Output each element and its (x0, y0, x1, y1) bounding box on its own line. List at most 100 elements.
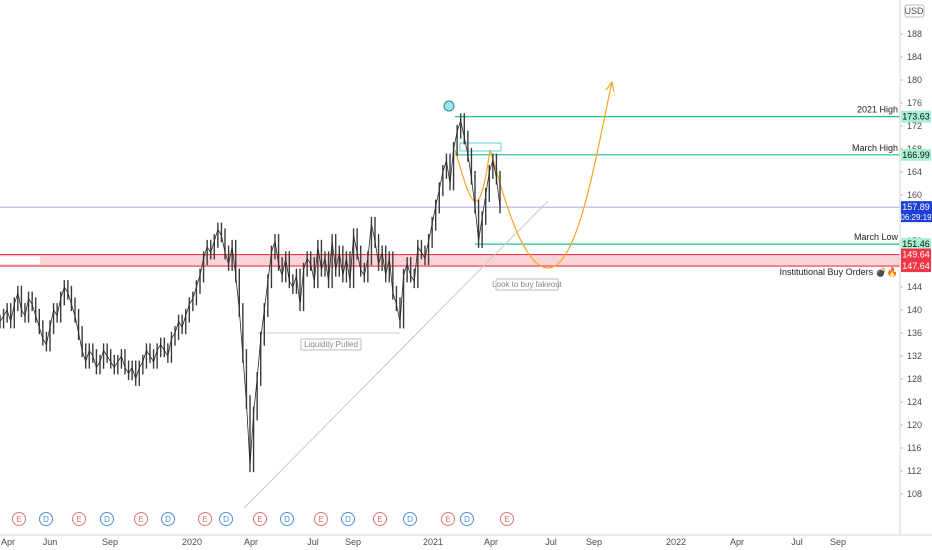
event-label: E (377, 515, 382, 524)
x-tick-label: 2021 (423, 537, 443, 547)
march-high-box[interactable] (459, 142, 502, 152)
event-circle (500, 512, 514, 526)
dividend-event-icon[interactable]: D (161, 512, 175, 526)
event-circle (280, 512, 294, 526)
earnings-event-icon[interactable]: E (253, 512, 267, 526)
earnings-event-icon[interactable]: E (134, 512, 148, 526)
time-axis[interactable]: Apr Jun Sep 2020 Apr Jul Sep 2021 Apr Jul Sep 2022 A… (0, 534, 932, 547)
event-label: E (138, 515, 143, 524)
event-circle (441, 512, 455, 526)
level-name-label: March Low (854, 232, 899, 242)
event-circle (341, 512, 355, 526)
earnings-event-icon[interactable]: E (72, 512, 86, 526)
level-price-tag[interactable] (901, 238, 931, 251)
y-tick-label: 188 (907, 29, 922, 39)
y-tick-label: 132 (907, 351, 922, 361)
dividend-event-icon[interactable]: D (460, 512, 474, 526)
event-label: D (223, 515, 229, 524)
event-label: D (104, 515, 110, 524)
liquidity-label-box[interactable] (300, 338, 362, 351)
event-label: E (76, 515, 81, 524)
earnings-event-icon[interactable]: E (314, 512, 328, 526)
horizontal-levels[interactable]: 2021 High March High March Low Institutiona… (0, 105, 900, 278)
y-tick-label: 164 (907, 167, 922, 177)
y-tick-label: 180 (907, 75, 922, 85)
dividend-event-icon[interactable]: D (219, 512, 233, 526)
level-name-label: March High (852, 143, 898, 153)
projection-curve[interactable] (454, 81, 613, 269)
y-tick-label: 140 (907, 305, 922, 315)
currency-label: USD (904, 6, 924, 16)
level-price-label: 173.63 (902, 112, 930, 122)
event-circle (460, 512, 474, 526)
event-circle (198, 512, 212, 526)
x-tick-label: Apr (244, 537, 258, 547)
price-axis[interactable]: USD1081121161201241281321361401441481521… (899, 0, 932, 535)
level-price-tag[interactable] (901, 248, 931, 261)
event-circle (373, 512, 387, 526)
earnings-event-icon[interactable]: E (373, 512, 387, 526)
x-tick-label: Apr (730, 537, 744, 547)
level-price-label: 166.99 (902, 150, 930, 160)
projection-arrowhead (605, 80, 615, 93)
dividend-event-icon[interactable]: D (39, 512, 53, 526)
event-label: E (445, 515, 450, 524)
dividend-event-icon[interactable]: D (100, 512, 114, 526)
event-label: D (284, 515, 290, 524)
level-price-label: 151.46 (902, 239, 930, 249)
level-price-label: 149.64 (902, 250, 930, 260)
event-label: E (257, 515, 262, 524)
price-line (0, 118, 501, 466)
earnings-event-icon[interactable]: E (198, 512, 212, 526)
x-tick-label: Jun (43, 537, 58, 547)
y-tick-label: 128 (907, 374, 922, 384)
demand-zone (0, 254, 900, 267)
event-circle (100, 512, 114, 526)
event-circle (219, 512, 233, 526)
level-price-tag[interactable] (901, 148, 931, 161)
dividend-event-icon[interactable]: D (403, 512, 417, 526)
event-circle (161, 512, 175, 526)
x-tick-label: Sep (102, 537, 118, 547)
dividend-event-icon[interactable]: D (341, 512, 355, 526)
x-tick-label: 2020 (182, 537, 202, 547)
demand-zone-fill (0, 254, 900, 267)
y-tick-label: 176 (907, 98, 922, 108)
level-price-tag[interactable] (901, 260, 931, 273)
event-label: D (43, 515, 49, 524)
y-tick-label: 172 (907, 121, 922, 131)
event-label: D (464, 515, 470, 524)
trend-line[interactable] (243, 200, 549, 509)
level-name-label: Institutional Buy Orders 💣🔥 (780, 266, 898, 278)
level-price-label: 147.64 (902, 261, 930, 271)
x-tick-label: Jul (307, 537, 319, 547)
event-label: D (345, 515, 351, 524)
x-tick-label: 2022 (666, 537, 686, 547)
current-price-tag[interactable] (901, 201, 932, 223)
y-tick-label: 108 (907, 489, 922, 499)
level-price-tag[interactable] (901, 110, 931, 123)
x-tick-label: Sep (830, 537, 846, 547)
current-price-countdown: 06:29:19 (900, 213, 932, 222)
y-tick-label: 160 (907, 190, 922, 200)
high-circle-marker[interactable] (443, 100, 455, 112)
currency-box[interactable] (904, 4, 925, 18)
demand-zone-gap (0, 256, 40, 265)
fakeout-label-box[interactable] (495, 278, 559, 291)
event-label: E (16, 515, 21, 524)
drawings[interactable]: Liquidity Pulled Look to buy fakeout (243, 80, 615, 509)
y-tick-label: 112 (907, 466, 921, 476)
dividend-event-icon[interactable]: D (280, 512, 294, 526)
earnings-event-icon[interactable]: E (500, 512, 514, 526)
x-tick-label: Jul (545, 537, 557, 547)
earnings-event-icon[interactable]: E (441, 512, 455, 526)
y-tick-label: 144 (907, 282, 922, 292)
y-tick-label: 124 (907, 397, 922, 407)
x-tick-label: Sep (586, 537, 602, 547)
event-circle (253, 512, 267, 526)
liquidity-label: Liquidity Pulled (304, 340, 358, 349)
earnings-event-icon[interactable]: E (12, 512, 26, 526)
event-circle (72, 512, 86, 526)
